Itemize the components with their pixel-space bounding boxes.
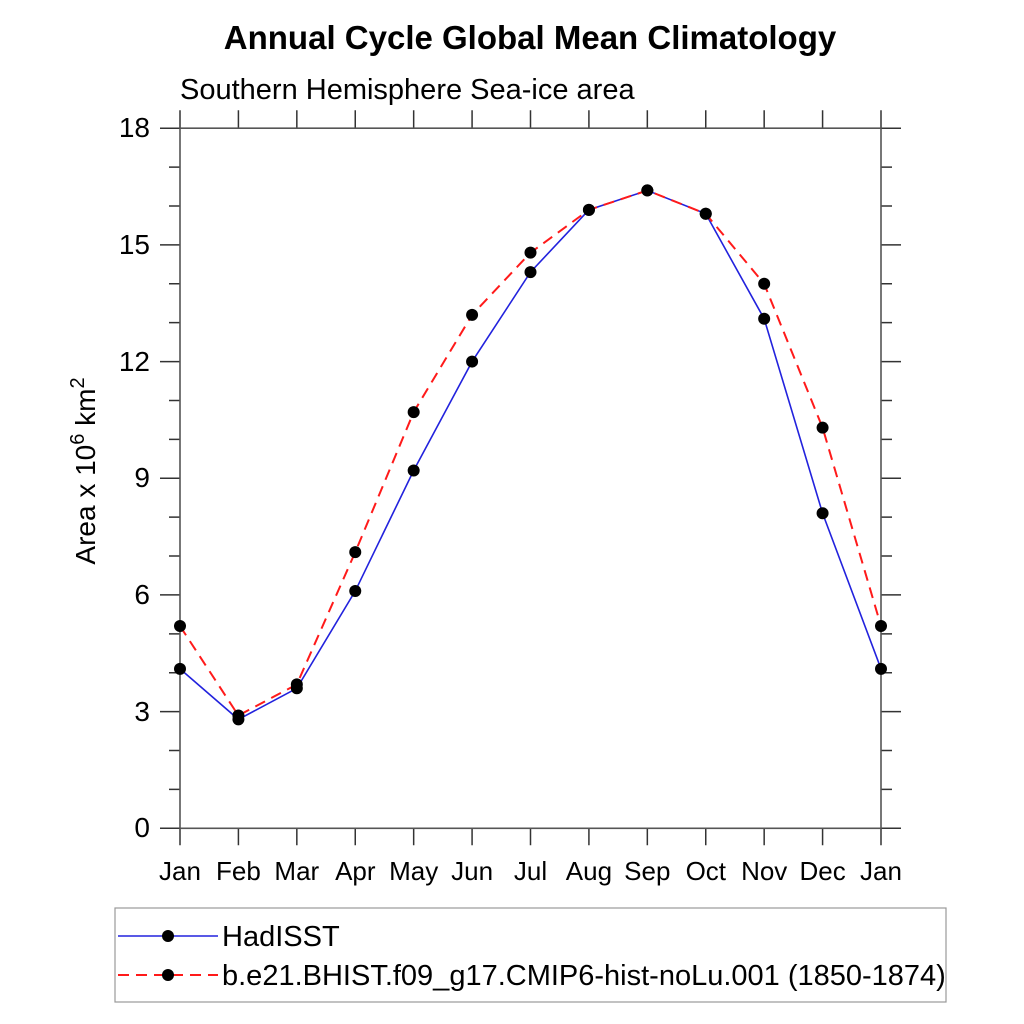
x-axis-tick-labels: Jan Feb Mar Apr May Jun Jul Aug Sep Oct … <box>159 856 902 886</box>
y-tick-label: 18 <box>119 112 150 143</box>
axis-ticks <box>160 110 901 846</box>
x-tick-label: Oct <box>686 856 727 886</box>
x-tick-label: Nov <box>741 856 787 886</box>
x-tick-label: Aug <box>566 856 612 886</box>
x-tick-label: Sep <box>624 856 670 886</box>
legend-label-hadisst: HadISST <box>222 921 340 953</box>
x-tick-label: Jun <box>451 856 493 886</box>
y-tick-label: 12 <box>119 346 150 377</box>
x-tick-label: Jan <box>159 856 201 886</box>
data-series <box>174 184 887 726</box>
x-tick-label: Jul <box>514 856 547 886</box>
x-tick-label: Apr <box>335 856 376 886</box>
y-axis-tick-labels: 0 3 6 9 12 15 18 <box>119 112 150 843</box>
y-axis-label: Area x 106 km2 <box>59 354 101 602</box>
legend-box <box>114 907 947 1003</box>
chart-subtitle: Southern Hemisphere Sea-ice area <box>180 74 635 106</box>
x-tick-label: Dec <box>799 856 845 886</box>
x-tick-label: May <box>389 856 438 886</box>
y-tick-label: 6 <box>134 579 150 610</box>
legend: HadISST b.e21.BHIST.f09_g17.CMIP6-hist-n… <box>114 907 947 1003</box>
y-tick-label: 9 <box>134 462 150 493</box>
y-tick-label: 15 <box>119 229 150 260</box>
x-tick-label: Mar <box>274 856 319 886</box>
chart-title: Annual Cycle Global Mean Climatology <box>224 19 837 56</box>
legend-line-samples <box>118 930 218 981</box>
y-tick-label: 3 <box>134 696 150 727</box>
y-tick-label: 0 <box>134 812 150 843</box>
legend-label-model: b.e21.BHIST.f09_g17.CMIP6-hist-noLu.001 … <box>222 960 946 992</box>
x-tick-label: Jan <box>860 856 902 886</box>
plot-frame <box>179 127 882 830</box>
x-tick-label: Feb <box>216 856 261 886</box>
